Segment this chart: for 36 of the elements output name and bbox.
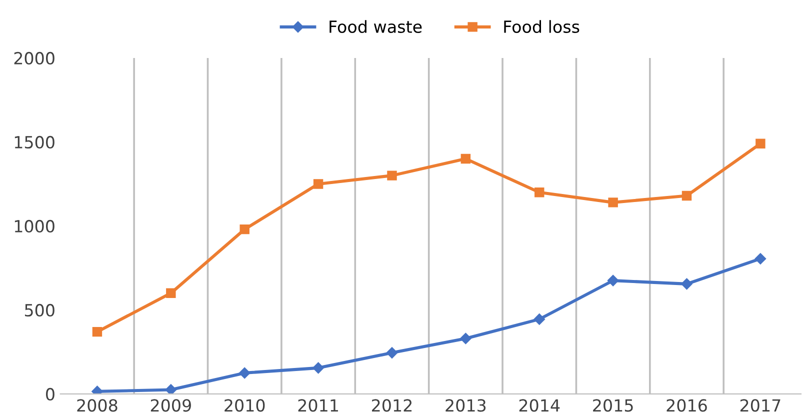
point <box>166 288 176 298</box>
point <box>460 154 471 164</box>
point <box>754 253 766 264</box>
x-tick-label: 2013 <box>446 399 486 412</box>
point <box>240 224 250 234</box>
point <box>756 138 766 148</box>
point <box>608 198 618 208</box>
point <box>534 188 544 198</box>
x-tick-label: 2010 <box>224 399 265 412</box>
point <box>460 332 472 344</box>
point <box>386 347 398 358</box>
point <box>239 367 250 379</box>
point <box>387 170 397 180</box>
x-tick-label: 2009 <box>150 399 191 412</box>
x-tick-label: 2012 <box>372 399 412 412</box>
point <box>165 384 177 394</box>
point <box>92 326 102 337</box>
point <box>681 278 692 290</box>
legend-label: Food waste <box>330 20 422 34</box>
point <box>607 274 619 286</box>
y-tick-label: 500 <box>24 304 54 317</box>
point <box>312 362 324 374</box>
y-tick-label: 0 <box>46 388 54 401</box>
x-tick-label: 2015 <box>593 399 633 412</box>
point <box>682 190 692 201</box>
x-tick-label: 2017 <box>740 399 780 412</box>
x-tick-label: 2016 <box>666 399 707 412</box>
point <box>313 179 324 189</box>
y-tick-label: 1500 <box>14 136 54 149</box>
y-tick-label: 1000 <box>14 220 54 233</box>
x-tick-label: 2008 <box>77 399 118 412</box>
x-tick-label: 2011 <box>298 399 338 412</box>
legend-label: Food loss <box>504 20 580 34</box>
y-tick-label: 2000 <box>14 52 54 65</box>
point <box>534 314 545 325</box>
x-tick-label: 2014 <box>519 399 560 412</box>
